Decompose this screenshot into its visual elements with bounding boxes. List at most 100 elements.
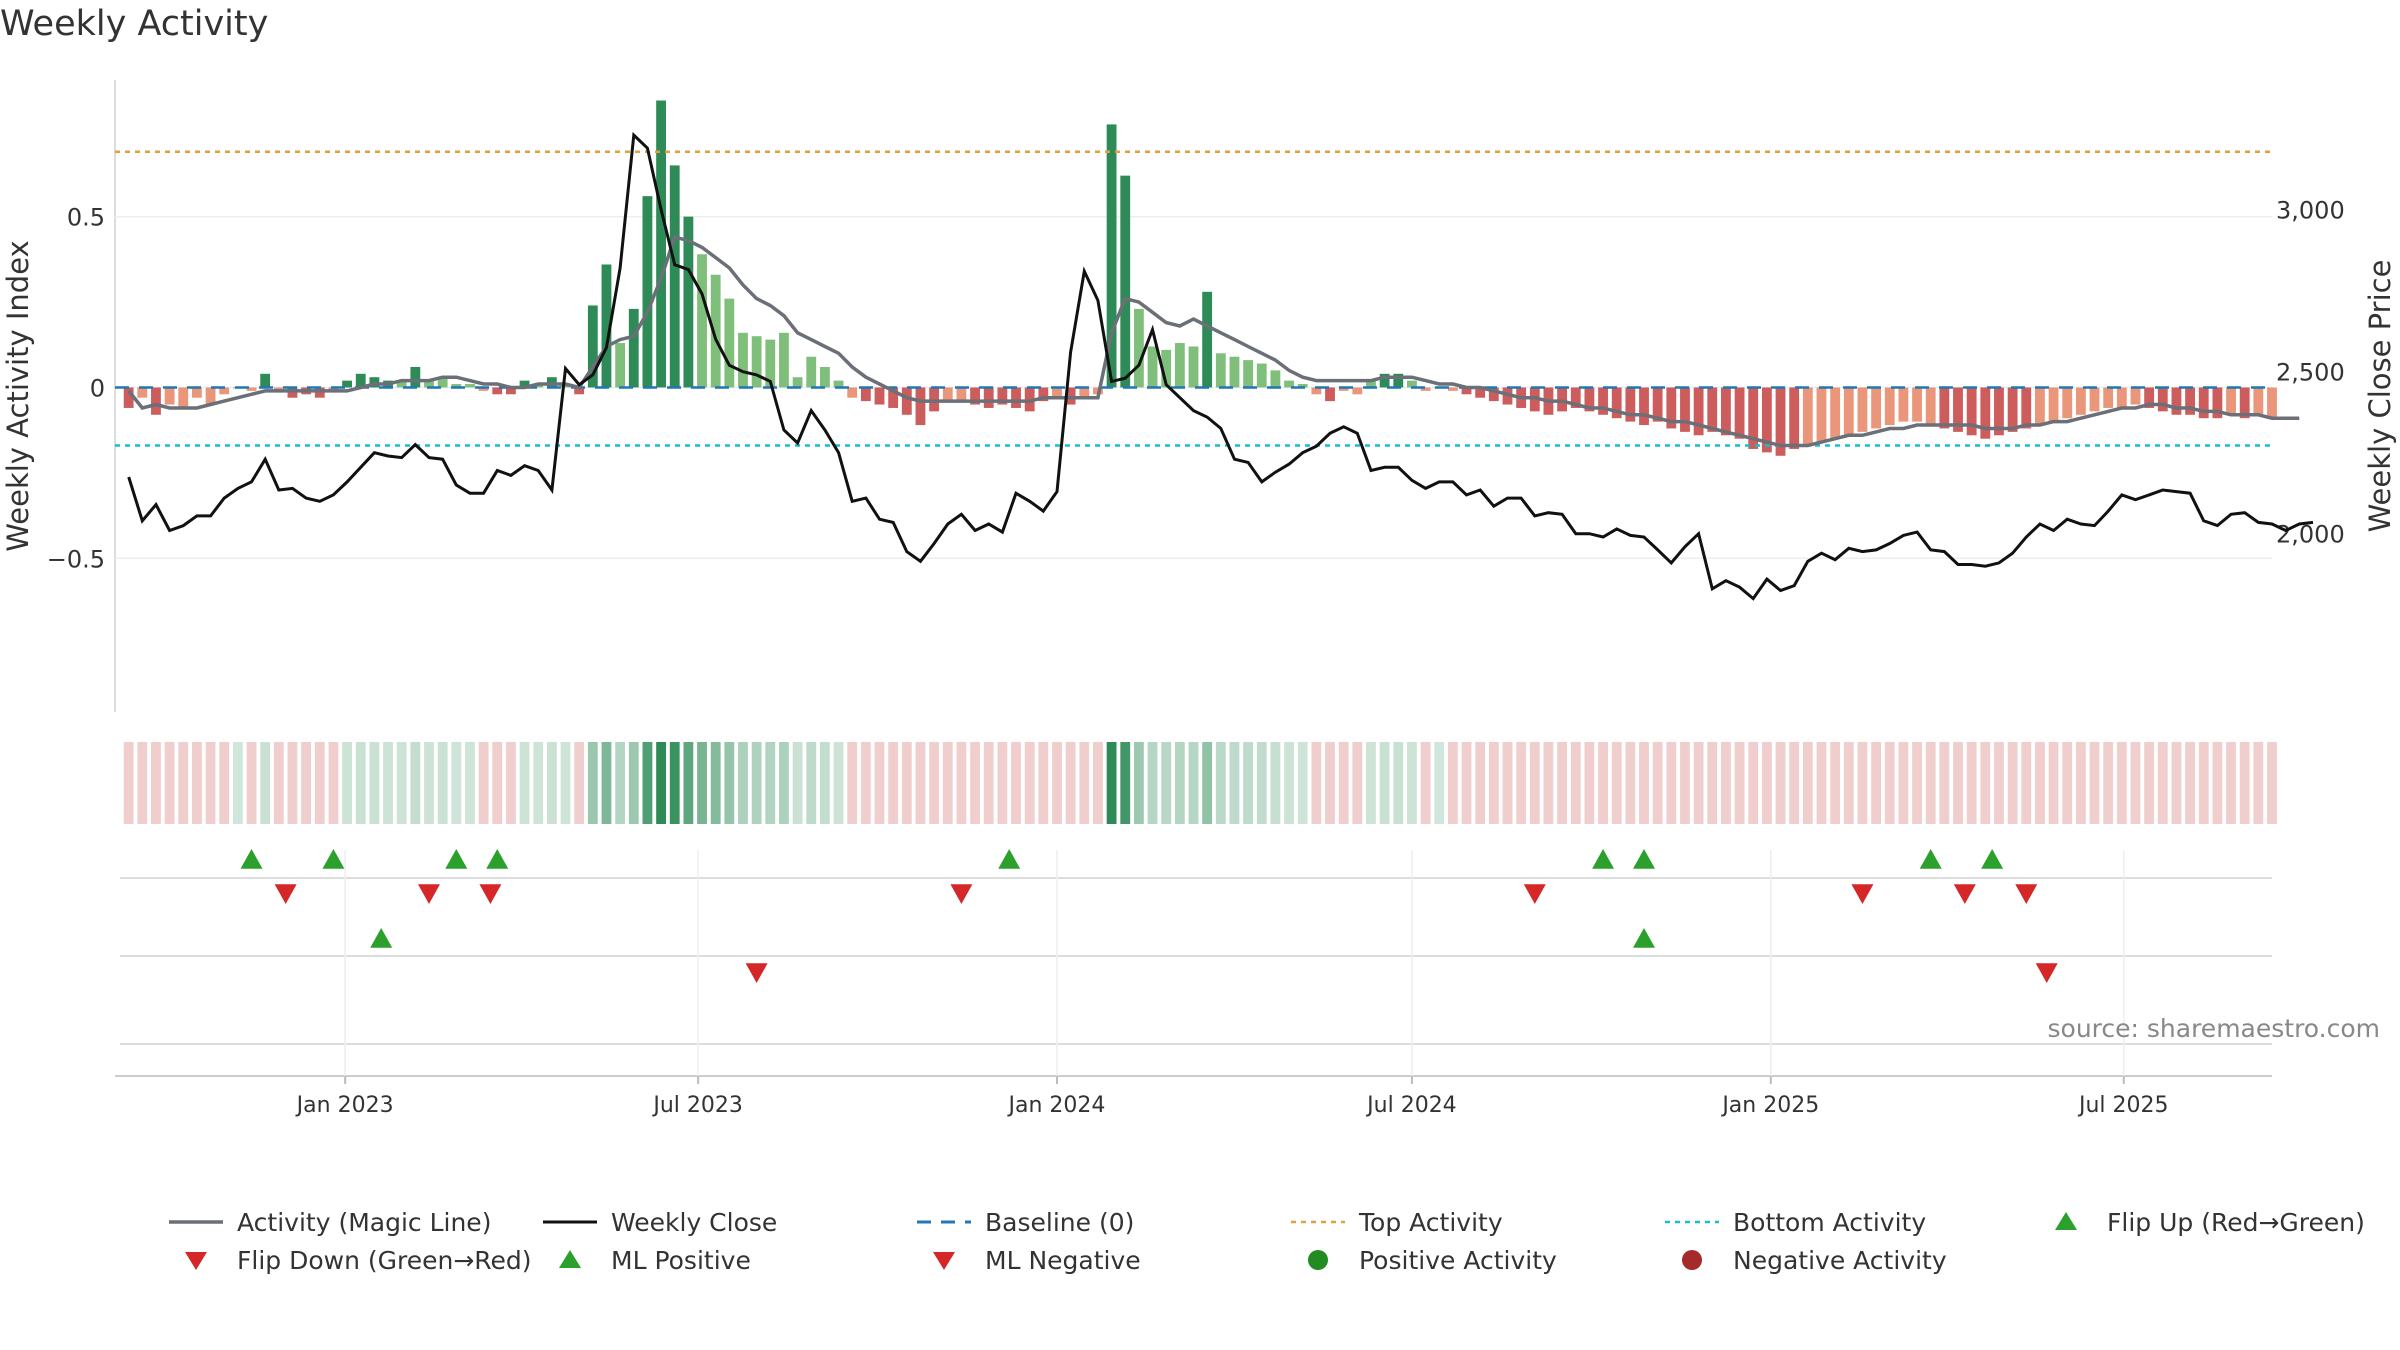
- activity-strip-cell: [1011, 742, 1021, 824]
- activity-strip-cell: [1311, 742, 1322, 824]
- activity-strip-cell: [874, 742, 885, 824]
- activity-strip-cell: [1939, 742, 1950, 824]
- flip-down-marker: [1851, 884, 1874, 904]
- activity-strip-cell: [983, 742, 994, 824]
- activity-strip-cell: [1789, 742, 1800, 824]
- activity-bar: [2253, 387, 2264, 415]
- activity-bar: [260, 373, 271, 388]
- activity-strip-cell: [1570, 742, 1581, 824]
- legend-key-green-dot: [1308, 1250, 1328, 1270]
- activity-bar: [1666, 387, 1677, 429]
- activity-strip-cell: [1680, 742, 1690, 824]
- activity-bar: [2226, 387, 2236, 415]
- activity-bar: [246, 387, 257, 391]
- y2-tick-label: 2,500: [2276, 359, 2345, 387]
- ml-positive-marker: [370, 928, 393, 948]
- activity-strip-cell: [683, 742, 694, 824]
- activity-strip-cell: [2089, 742, 2100, 824]
- activity-bar: [2035, 387, 2045, 426]
- activity-strip-cell: [383, 742, 393, 824]
- activity-strip-cell: [314, 742, 325, 824]
- legend-label: ML Negative: [985, 1245, 1141, 1275]
- activity-bar: [1843, 387, 1854, 436]
- activity-strip-cell: [301, 742, 312, 824]
- flip-up-marker: [322, 849, 345, 869]
- activity-bar: [1761, 387, 1772, 453]
- y2-axis-label: Weekly Close Price: [2363, 260, 2397, 533]
- flip-down-marker: [479, 884, 502, 904]
- activity-strip-cell: [1802, 742, 1813, 824]
- legend: Activity (Magic Line) Weekly Close Baselin…: [150, 1200, 2400, 1280]
- activity-strip-cell: [1393, 742, 1404, 824]
- activity-strip-cell: [1871, 742, 1882, 824]
- activity-bar: [1570, 387, 1581, 408]
- activity-strip-cell: [751, 742, 762, 824]
- activity-strip-cell: [232, 742, 243, 824]
- activity-strip-cell: [1857, 742, 1868, 824]
- legend-label: Top Activity: [1359, 1207, 1503, 1237]
- legend-label: ML Positive: [611, 1245, 751, 1275]
- activity-strip-cell: [860, 742, 871, 824]
- activity-bar: [465, 384, 475, 388]
- activity-bar: [1338, 387, 1349, 391]
- legend-key-red-down: [185, 1252, 207, 1270]
- legend-key-green-up: [559, 1250, 581, 1268]
- legend-item: Bottom Activity: [1661, 1204, 1926, 1240]
- legend-key-green-up: [2055, 1212, 2077, 1230]
- activity-bar: [1475, 387, 1486, 398]
- activity-strip-cell: [587, 742, 598, 824]
- flip-up-marker: [486, 849, 509, 869]
- activity-strip-cell: [396, 742, 407, 824]
- activity-bar: [970, 387, 980, 405]
- activity-bar: [164, 387, 175, 405]
- magic-line: [127, 235, 2300, 448]
- activity-strip-cell: [2103, 742, 2114, 824]
- activity-bar: [1174, 343, 1185, 388]
- activity-bar: [2212, 387, 2223, 419]
- activity-strip-cell: [137, 742, 148, 824]
- flip-up-marker: [1592, 849, 1615, 869]
- activity-bar: [137, 387, 148, 398]
- activity-bar: [615, 343, 626, 388]
- y-tick-label: 0.5: [67, 204, 105, 232]
- activity-strip-cell: [1256, 742, 1267, 824]
- activity-bar: [123, 387, 134, 408]
- activity-bar: [1202, 291, 1213, 388]
- activity-bar: [1270, 370, 1281, 388]
- activity-strip-cell: [560, 742, 571, 824]
- activity-bar: [424, 380, 434, 388]
- activity-bar: [1106, 124, 1117, 388]
- activity-bar: [342, 380, 352, 388]
- activity-strip-cell: [1297, 742, 1308, 824]
- activity-bar: [2171, 387, 2182, 415]
- activity-bar: [1297, 384, 1308, 388]
- activity-bar: [1748, 387, 1759, 449]
- activity-strip-cell: [1966, 742, 1977, 824]
- activity-bar: [1693, 387, 1704, 436]
- activity-bar: [574, 387, 585, 395]
- activity-strip-cell: [2157, 742, 2168, 824]
- flip-down-marker: [2015, 884, 2038, 904]
- activity-strip-cell: [1052, 742, 1062, 824]
- activity-bar: [1680, 387, 1690, 432]
- ml-negative-marker: [745, 963, 768, 983]
- activity-strip-cell: [833, 742, 844, 824]
- activity-strip-cell: [1106, 742, 1117, 824]
- activity-bar: [1884, 387, 1895, 426]
- activity-bar: [1325, 387, 1335, 402]
- activity-strip-cell: [1038, 742, 1049, 824]
- activity-bar: [1857, 387, 1868, 432]
- activity-bar: [2130, 387, 2141, 405]
- activity-bar: [1802, 387, 1813, 446]
- activity-strip-cell: [1830, 742, 1841, 824]
- activity-bar: [2062, 387, 2073, 419]
- activity-bar: [669, 165, 680, 388]
- activity-bar: [1407, 380, 1417, 388]
- activity-bar: [1488, 387, 1499, 402]
- activity-strip-cell: [1188, 742, 1199, 824]
- activity-strip-cell: [574, 742, 585, 824]
- activity-strip-cell: [970, 742, 980, 824]
- activity-bar: [1816, 387, 1827, 443]
- activity-bar: [451, 384, 462, 388]
- flip-up-marker: [1633, 849, 1656, 869]
